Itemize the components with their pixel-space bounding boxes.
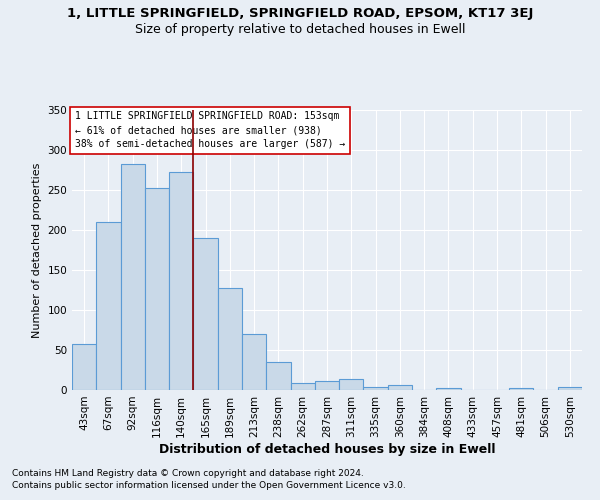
- Bar: [436, 388, 461, 390]
- Bar: [193, 238, 218, 390]
- Text: Distribution of detached houses by size in Ewell: Distribution of detached houses by size …: [159, 442, 495, 456]
- Text: 1 LITTLE SPRINGFIELD SPRINGFIELD ROAD: 153sqm
← 61% of detached houses are small: 1 LITTLE SPRINGFIELD SPRINGFIELD ROAD: 1…: [74, 112, 345, 150]
- Text: 1, LITTLE SPRINGFIELD, SPRINGFIELD ROAD, EPSOM, KT17 3EJ: 1, LITTLE SPRINGFIELD, SPRINGFIELD ROAD,…: [67, 8, 533, 20]
- Bar: [364, 387, 388, 390]
- Bar: [339, 379, 364, 390]
- Bar: [266, 362, 290, 390]
- Bar: [121, 164, 145, 390]
- Bar: [169, 172, 193, 390]
- Bar: [218, 288, 242, 390]
- Bar: [145, 188, 169, 390]
- Bar: [96, 222, 121, 390]
- Text: Contains HM Land Registry data © Crown copyright and database right 2024.: Contains HM Land Registry data © Crown c…: [12, 468, 364, 477]
- Bar: [242, 334, 266, 390]
- Bar: [558, 387, 582, 390]
- Bar: [509, 388, 533, 390]
- Y-axis label: Number of detached properties: Number of detached properties: [32, 162, 42, 338]
- Bar: [72, 344, 96, 390]
- Text: Contains public sector information licensed under the Open Government Licence v3: Contains public sector information licen…: [12, 481, 406, 490]
- Text: Size of property relative to detached houses in Ewell: Size of property relative to detached ho…: [135, 22, 465, 36]
- Bar: [290, 383, 315, 390]
- Bar: [315, 381, 339, 390]
- Bar: [388, 385, 412, 390]
